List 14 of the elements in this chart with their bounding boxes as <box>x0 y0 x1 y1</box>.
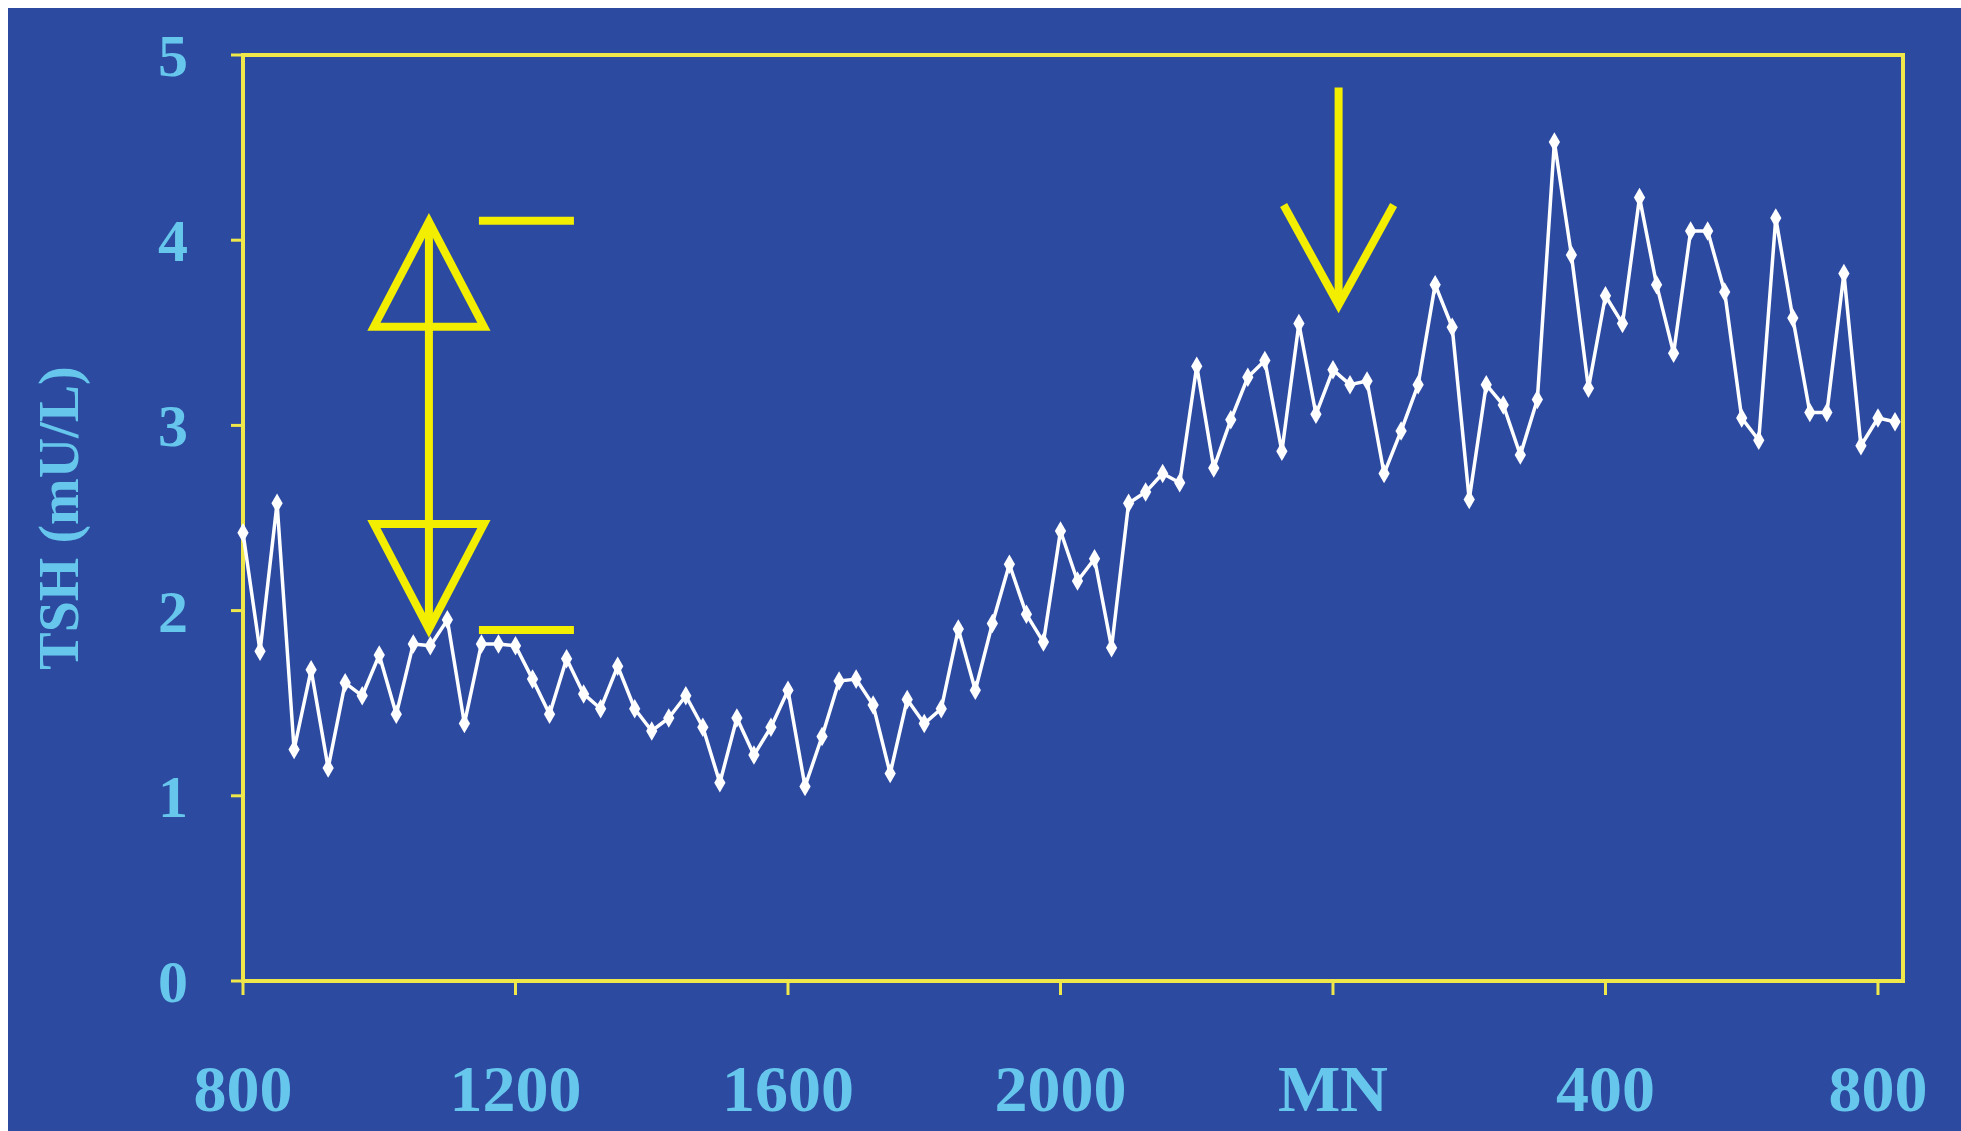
x-tick-label: 400 <box>1555 1052 1655 1125</box>
x-tick-label: 800 <box>193 1052 293 1125</box>
y-tick-label: 0 <box>158 949 188 1015</box>
x-tick-label: 800 <box>1828 1052 1928 1125</box>
y-axis-title: TSH (mU/L) <box>28 366 91 670</box>
y-tick-label: 3 <box>158 393 188 460</box>
x-tick-label: 1200 <box>449 1052 582 1125</box>
y-tick-label: 5 <box>158 23 188 89</box>
x-tick-label: 2000 <box>994 1052 1127 1125</box>
y-tick-label: 4 <box>158 208 188 275</box>
x-tick-label: 1600 <box>721 1052 854 1125</box>
y-tick-label: 2 <box>158 578 188 645</box>
y-tick-label: 1 <box>158 763 188 830</box>
x-tick-label: MN <box>1277 1052 1388 1125</box>
